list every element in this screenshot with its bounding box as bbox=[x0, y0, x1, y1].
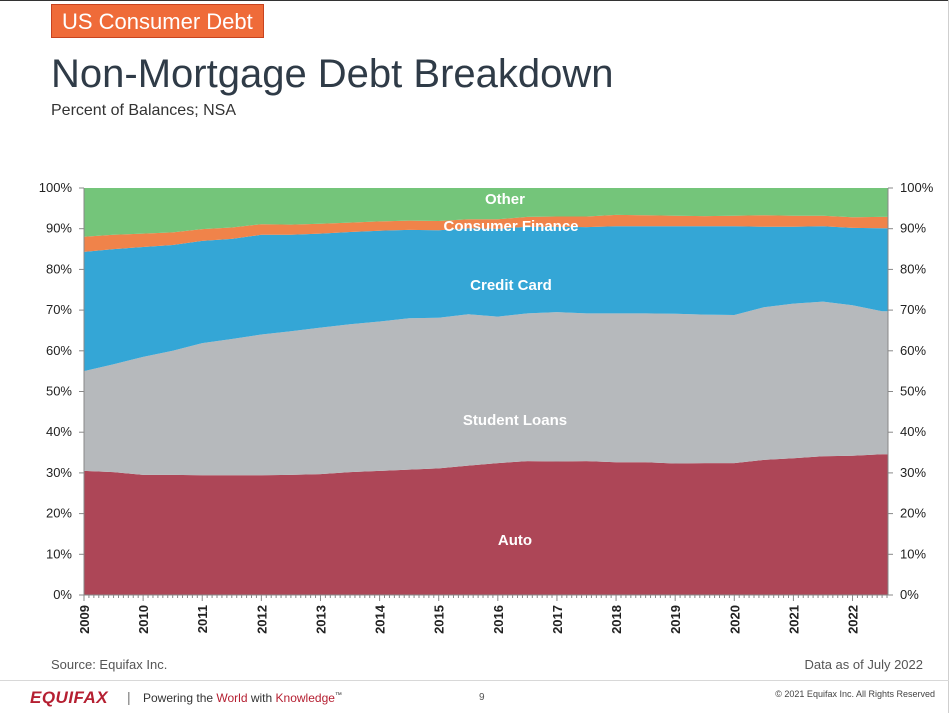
x-tick-label: 2022 bbox=[846, 605, 861, 634]
y-tick-label-left: 50% bbox=[46, 384, 72, 399]
footer-rule bbox=[0, 680, 949, 681]
y-tick-label-left: 30% bbox=[46, 465, 72, 480]
y-tick-label-right: 30% bbox=[900, 465, 926, 480]
y-tick-label-left: 20% bbox=[46, 506, 72, 521]
y-tick-label-right: 80% bbox=[900, 261, 926, 276]
y-tick-label-right: 90% bbox=[900, 221, 926, 236]
series-label-other: Other bbox=[485, 191, 525, 208]
series-labels-group: Other Consumer Finance Credit Card Student … bbox=[443, 191, 578, 549]
equifax-logo: EQUIFAX bbox=[30, 688, 109, 707]
tagline-knowledge: Knowledge bbox=[275, 691, 335, 705]
page-number: 9 bbox=[479, 692, 485, 703]
y-tick-label-left: 90% bbox=[46, 221, 72, 236]
tagline-world: World bbox=[216, 691, 248, 705]
x-tick-label: 2009 bbox=[77, 605, 92, 634]
area-series-group bbox=[84, 188, 888, 595]
area-student-loans bbox=[84, 301, 888, 476]
x-tick-label: 2015 bbox=[432, 605, 447, 634]
copyright-notice: © 2021 Equifax Inc. All Rights Reserved bbox=[775, 689, 935, 699]
y-tick-label-left: 0% bbox=[53, 587, 72, 602]
y-tick-label-left: 100% bbox=[39, 180, 73, 195]
tagline-prefix: Powering the bbox=[143, 691, 217, 705]
y-tick-label-right: 20% bbox=[900, 506, 926, 521]
series-label-auto: Auto bbox=[498, 532, 532, 549]
page-subtitle: Percent of Balances; NSA bbox=[51, 102, 236, 119]
y-tick-label-right: 10% bbox=[900, 546, 926, 561]
y-tick-label-left: 40% bbox=[46, 424, 72, 439]
y-tick-label-left: 60% bbox=[46, 343, 72, 358]
x-tick-label: 2010 bbox=[136, 605, 151, 634]
page-title: Non-Mortgage Debt Breakdown bbox=[51, 52, 614, 96]
x-tick-label: 2020 bbox=[727, 605, 742, 634]
x-tick-label: 2021 bbox=[786, 605, 801, 634]
x-tick-label: 2016 bbox=[491, 605, 506, 634]
x-tick-label: 2017 bbox=[550, 605, 565, 634]
source-note: Source: Equifax Inc. bbox=[51, 657, 168, 672]
series-label-consumer-finance: Consumer Finance bbox=[443, 218, 578, 235]
y-tick-label-right: 0% bbox=[900, 587, 919, 602]
y-tick-label-right: 100% bbox=[900, 180, 934, 195]
y-tick-label-right: 40% bbox=[900, 424, 926, 439]
section-badge: US Consumer Debt bbox=[51, 4, 264, 38]
data-as-of-note: Data as of July 2022 bbox=[804, 657, 923, 672]
footer-separator: | bbox=[127, 689, 131, 705]
top-border bbox=[0, 0, 949, 1]
tagline-with: with bbox=[247, 691, 276, 705]
y-tick-label-left: 70% bbox=[46, 302, 72, 317]
y-tick-label-left: 80% bbox=[46, 261, 72, 276]
y-tick-label-right: 50% bbox=[900, 384, 926, 399]
area-consumer-finance bbox=[84, 214, 888, 252]
x-tick-label: 2019 bbox=[668, 605, 683, 634]
tagline-trademark: ™ bbox=[334, 692, 342, 699]
x-tick-label: 2011 bbox=[195, 605, 210, 633]
series-label-credit-card: Credit Card bbox=[470, 277, 552, 294]
area-auto bbox=[84, 454, 888, 595]
series-label-student-loans: Student Loans bbox=[463, 412, 567, 429]
axes-group: 0% 0% 10% 10% 20% 20% 30% 30% 40% 40% 50% 50% 60% 60%… bbox=[39, 180, 934, 634]
x-tick-label: 2018 bbox=[609, 605, 624, 634]
stacked-area-chart: 0% 0% 10% 10% 20% 20% 30% 30% 40% 40% 50% 50% 60% 60%… bbox=[39, 180, 934, 634]
area-other bbox=[84, 188, 888, 237]
x-tick-label: 2014 bbox=[373, 604, 388, 634]
y-tick-label-right: 60% bbox=[900, 343, 926, 358]
x-tick-label: 2012 bbox=[254, 605, 269, 634]
area-credit-card bbox=[84, 226, 888, 372]
x-tick-label: 2013 bbox=[313, 605, 328, 634]
y-tick-label-right: 70% bbox=[900, 302, 926, 317]
y-tick-label-left: 10% bbox=[46, 546, 72, 561]
footer-tagline: Powering the World with Knowledge™ bbox=[143, 691, 342, 705]
